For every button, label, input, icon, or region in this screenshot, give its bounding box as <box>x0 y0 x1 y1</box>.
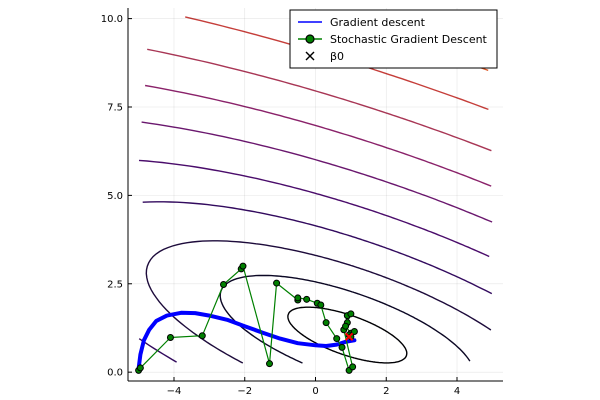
series-line-marker <box>135 262 358 374</box>
y-tick-label: 0.0 <box>107 368 123 379</box>
sgd-point <box>198 332 206 340</box>
sgd-point <box>166 334 174 342</box>
x-tick-label: 0 <box>312 386 318 397</box>
sgd-point <box>303 295 311 303</box>
y-tick-label: 5.0 <box>107 191 123 202</box>
legend-label: β0 <box>330 50 344 63</box>
contour-line <box>138 201 493 363</box>
sgd-point <box>294 294 302 302</box>
contour-line <box>219 274 471 364</box>
sgd-point <box>220 280 228 288</box>
sgd-point <box>349 363 357 371</box>
contour-line <box>145 240 492 364</box>
y-tick-label: 10.0 <box>101 14 123 25</box>
legend-label: Stochastic Gradient Descent <box>330 33 488 46</box>
y-tick-label: 2.5 <box>107 279 123 290</box>
sgd-point <box>350 328 358 336</box>
sgd-point <box>239 262 247 270</box>
x-tick-label: −4 <box>167 386 182 397</box>
sgd-point <box>347 310 355 318</box>
axes: −4 −2 0 2 4 0.0 2.5 5.0 7.5 10.0 <box>101 8 503 397</box>
contour-line <box>144 84 492 187</box>
legend-item: Stochastic Gradient Descent <box>298 33 488 46</box>
x-tick-label: 4 <box>454 386 460 397</box>
sgd-point <box>342 322 350 330</box>
x-tick-label: −2 <box>237 386 252 397</box>
legend-box <box>289 9 498 69</box>
contour-line <box>141 121 493 223</box>
contour-line <box>138 159 490 258</box>
sgd-point <box>338 343 346 351</box>
series-layer <box>135 262 358 374</box>
series-line <box>136 310 357 371</box>
contour-line <box>147 48 492 152</box>
contour-line <box>287 306 408 364</box>
series-line <box>138 265 355 371</box>
sgd-point <box>136 364 144 372</box>
sgd-point <box>322 319 330 327</box>
series-x-marker <box>344 332 354 342</box>
series-line <box>136 310 357 371</box>
legend-item: Gradient descent <box>298 16 426 29</box>
legend-item: β0 <box>305 50 344 63</box>
x-tick-label: 2 <box>383 386 389 397</box>
y-tick-label: 7.5 <box>107 102 123 113</box>
beta0-marker <box>344 332 354 342</box>
legend: Gradient descent Stochastic Gradient Desc… <box>289 9 498 69</box>
sgd-point <box>273 279 281 287</box>
legend-label: Gradient descent <box>330 16 426 29</box>
sgd-point <box>266 360 274 368</box>
sgd-point <box>333 335 341 343</box>
sgd-point <box>317 301 325 309</box>
